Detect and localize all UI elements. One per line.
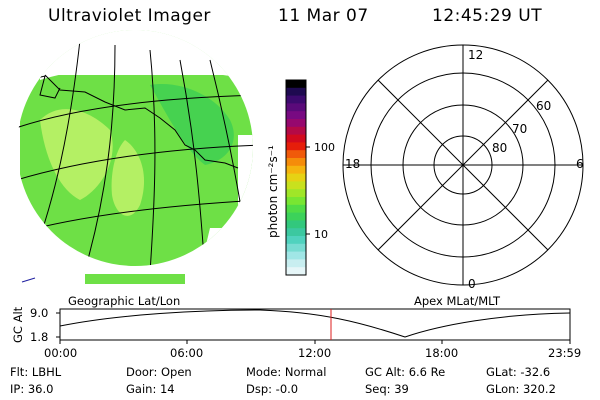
mlat-label: 80: [492, 141, 507, 155]
colorbar-cell: [286, 228, 306, 237]
colorbar-cell: [286, 103, 306, 112]
glon-info: GLon: 320.2: [486, 382, 556, 396]
altitude-tick-label: 1.8: [30, 330, 48, 344]
aurora-bright-region: [40, 109, 113, 200]
mlat-label: 60: [536, 99, 551, 113]
colorbar-cell: [286, 204, 306, 214]
colorbar-cell: [286, 197, 306, 206]
colorbar-cell: [286, 243, 306, 253]
colorbar-cell: [286, 95, 306, 104]
colorbar-frame: [285, 79, 307, 276]
geo-panel-label: Geographic Lat/Lon: [68, 294, 180, 308]
colorbar-cell: [286, 150, 306, 159]
filter-info: Flt: LBHL: [10, 365, 62, 379]
gc-alt-info: GC Alt: 6.6 Re: [365, 365, 446, 379]
coastline: [44, 74, 239, 169]
mlt-label-dawn: 6: [576, 157, 584, 171]
colorbar-cell: [286, 220, 306, 229]
colorbar-cell: [286, 111, 306, 120]
colorbar-cell: [286, 181, 306, 190]
mlt-label-midnight: 0: [468, 277, 476, 291]
colorbar-cell: [286, 119, 306, 128]
mlt-label-dusk: 18: [345, 157, 360, 171]
colorbar-tick-label: 10: [314, 228, 328, 241]
mlat-label: 70: [512, 122, 527, 136]
colorbar-cell: [286, 126, 306, 136]
seq-info: Seq: 39: [365, 382, 409, 396]
polar-plot-panel: [342, 44, 584, 286]
colorbar-cell: [286, 259, 306, 268]
colorbar-cell: [286, 251, 306, 260]
colorbar-cell: [286, 87, 306, 97]
time-tick-label: 06:00: [170, 346, 203, 360]
colorbar-cell: [286, 80, 306, 89]
time-tick-label: 00:00: [44, 346, 77, 360]
time-tick-label: 12:00: [298, 346, 331, 360]
aurora-bright-region: [111, 140, 145, 216]
colorbar-cell: [286, 236, 306, 245]
time-tick-label: 23:59: [548, 346, 581, 360]
aurora-bottom-strip: [85, 274, 185, 284]
colorbar-scale: [286, 80, 306, 276]
mode-info: Mode: Normal: [246, 365, 327, 379]
time-tick-label: 18:00: [425, 346, 458, 360]
colorbar-cell: [286, 142, 306, 151]
altitude-tick-label: 9.0: [30, 306, 48, 320]
observation-time: 12:45:29 UT: [432, 6, 543, 26]
altitude-axis-label: GC Alt: [11, 306, 25, 343]
header-bar: Ultraviolet Imager 11 Mar 07 12:45:29 UT: [0, 6, 600, 30]
gain-info: Gain: 14: [126, 382, 175, 396]
colorbar-tick-label: 100: [314, 141, 335, 154]
altitude-plot-frame: [59, 308, 571, 341]
coast-fragment: [21, 277, 36, 283]
ip-info: IP: 36.0: [10, 382, 54, 396]
colorbar-cell: [286, 189, 306, 198]
observation-date: 11 Mar 07: [278, 6, 369, 26]
altitude-curve: [59, 309, 571, 338]
instrument-title: Ultraviolet Imager: [48, 6, 211, 26]
aurora-mid-region: [150, 84, 234, 165]
glat-info: GLat: -32.6: [486, 365, 551, 379]
mlt-label-noon: 12: [468, 48, 483, 62]
colorbar-cell: [286, 173, 306, 182]
colorbar-cell: [286, 158, 306, 167]
colorbar-cell: [286, 212, 306, 221]
door-info: Door: Open: [126, 365, 192, 379]
colorbar: 100 10 photon cm⁻²s⁻¹: [266, 79, 335, 276]
polar-panel-label: Apex MLat/MLT: [414, 294, 501, 308]
colorbar-unit-label: photon cm⁻²s⁻¹: [266, 145, 280, 238]
colorbar-cell: [286, 165, 306, 175]
dsp-info: Dsp: -0.0: [246, 382, 299, 396]
colorbar-cell: [286, 134, 306, 143]
geographic-image-panel: [17, 30, 253, 284]
colorbar-cell: [286, 267, 306, 276]
orbit-altitude-plot: 9.0 1.8 GC Alt 00:00 06:00 12:00 18:00 2…: [11, 306, 581, 360]
polar-meridian: [377, 79, 549, 251]
